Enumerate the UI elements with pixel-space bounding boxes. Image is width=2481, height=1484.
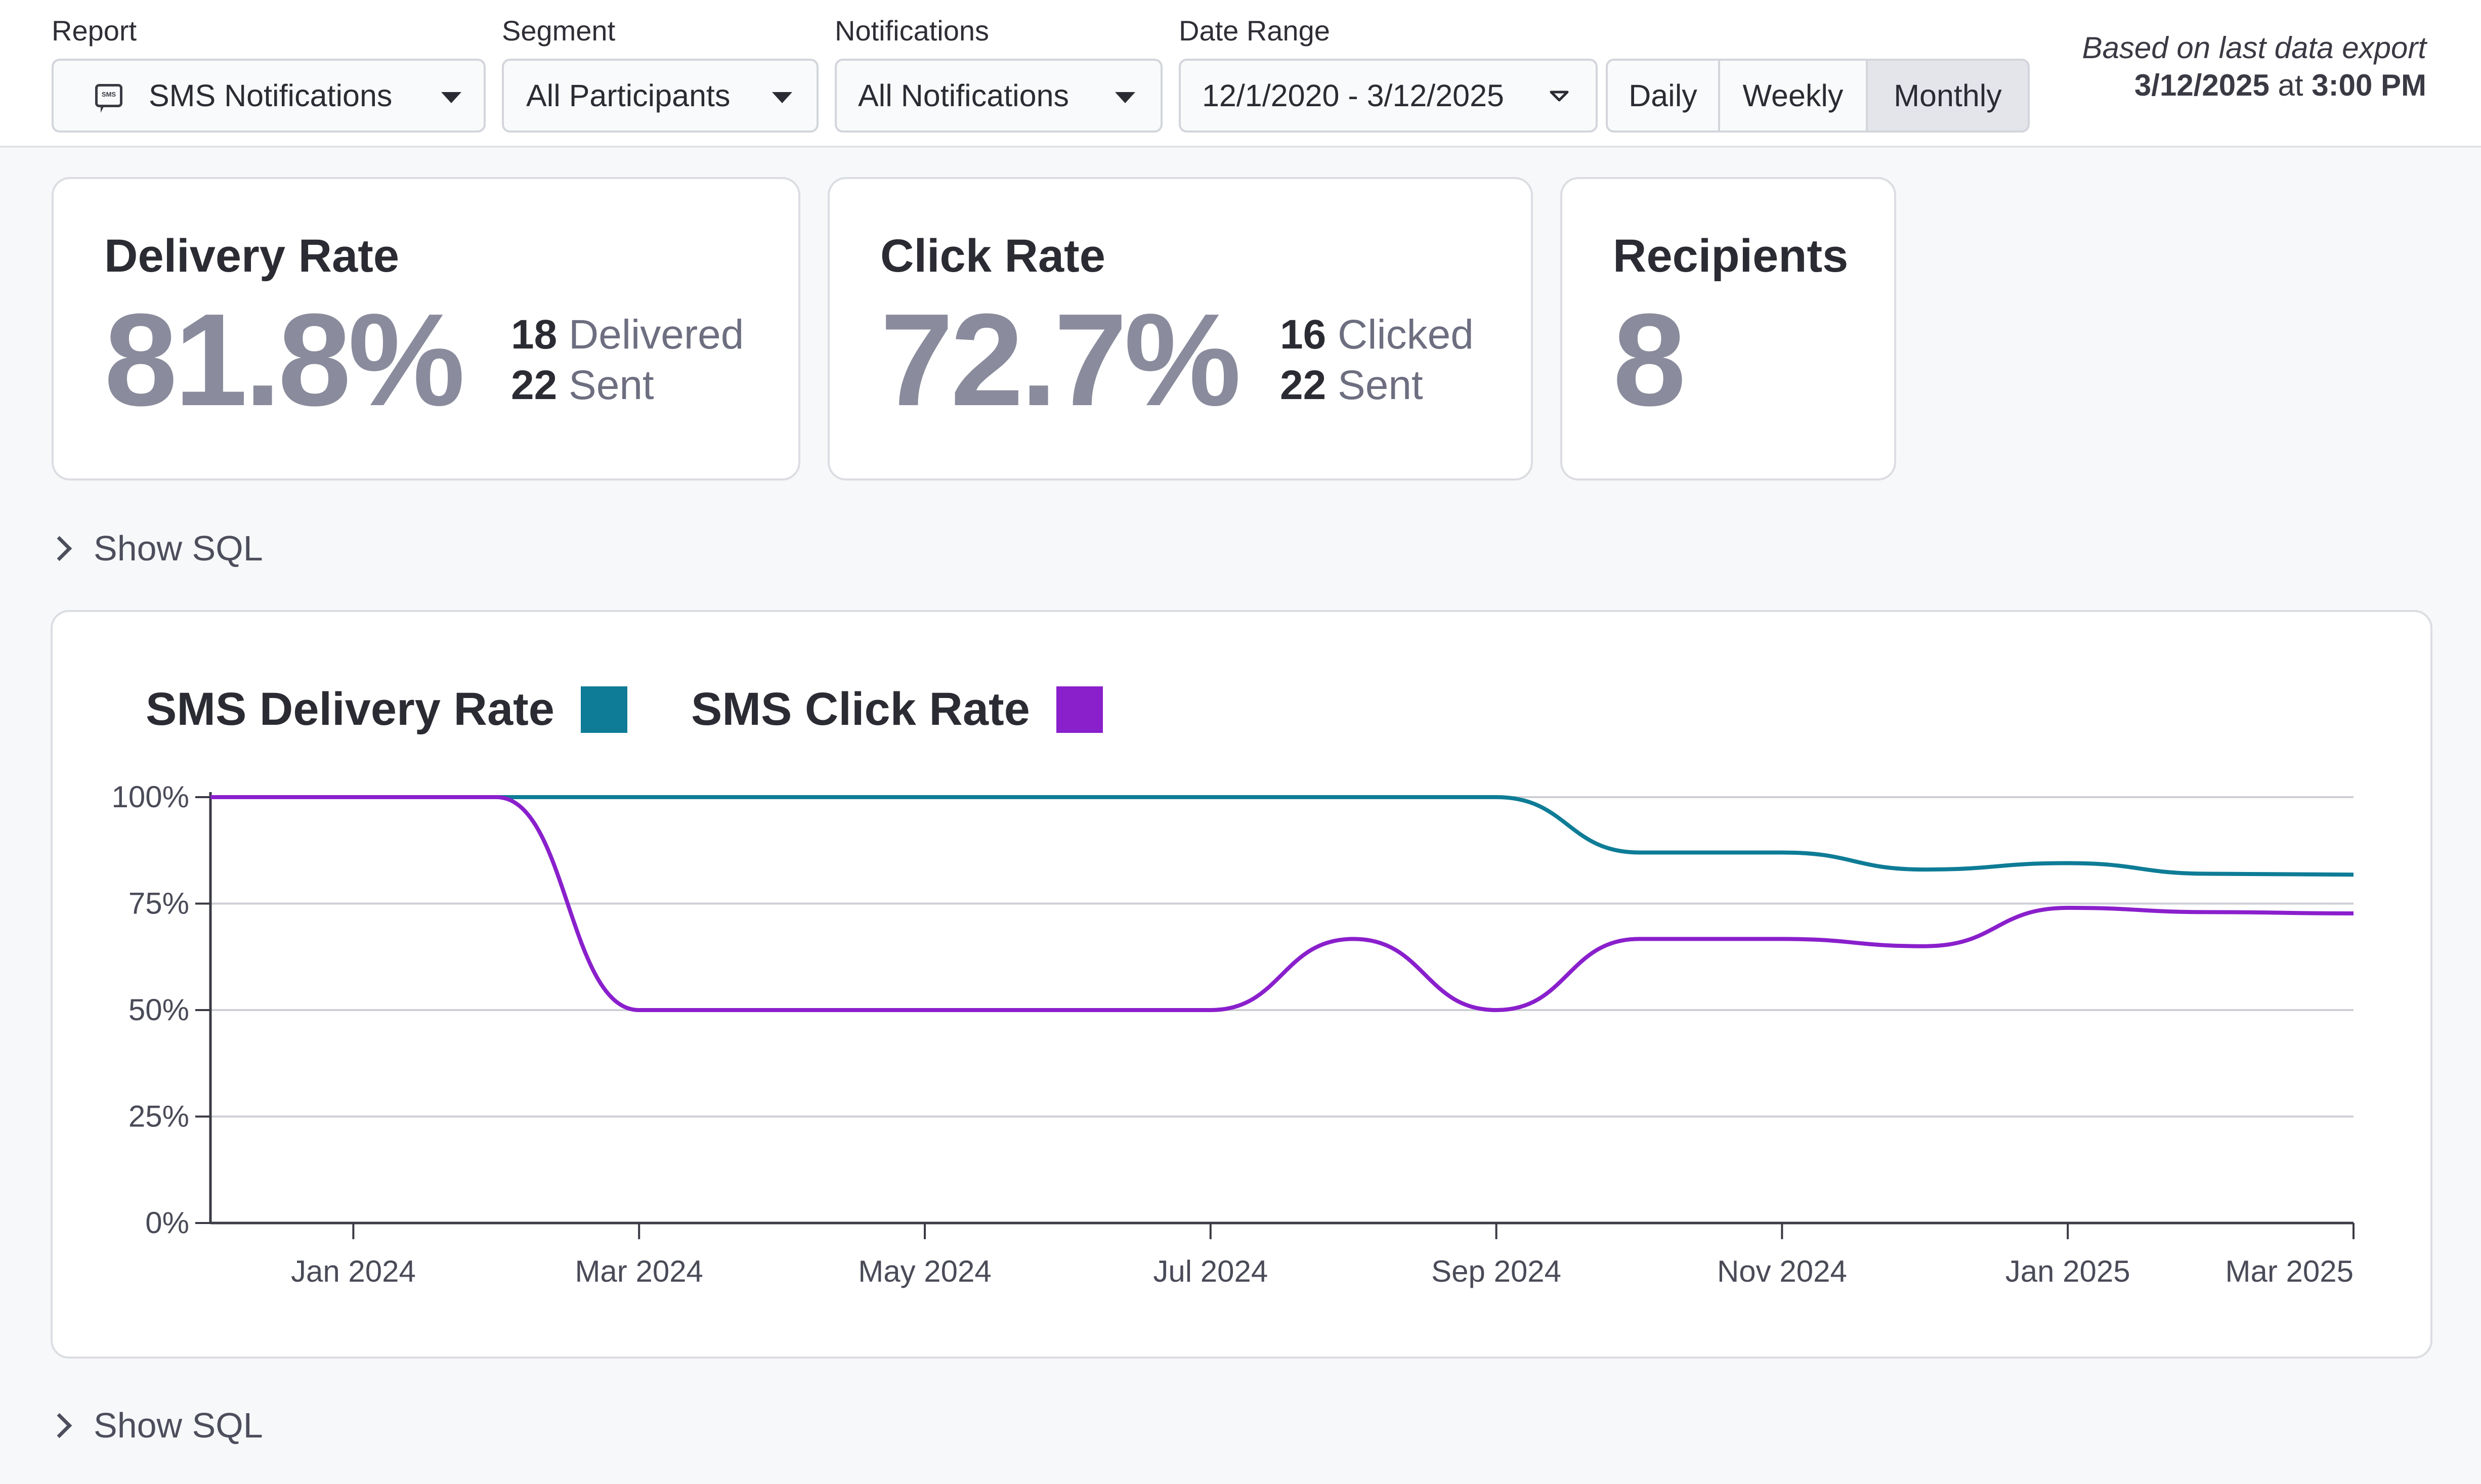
report-value: SMS Notifications xyxy=(149,78,393,113)
sent-label: Sent xyxy=(1338,362,1423,408)
legend-item-delivery[interactable]: SMS Delivery Rate xyxy=(146,683,627,736)
x-tick-label: Jul 2024 xyxy=(1153,1254,1268,1288)
granularity-weekly[interactable]: Weekly xyxy=(1720,61,1868,130)
delivered-label: Delivered xyxy=(569,312,744,358)
show-sql-toggle[interactable]: Show SQL xyxy=(47,528,263,569)
recipients-card: Recipients 8 xyxy=(1560,177,1896,481)
legend-swatch xyxy=(580,686,627,733)
y-tick-label: 25% xyxy=(129,1100,189,1133)
delivered-count: 18 xyxy=(511,312,558,358)
caret-down-icon xyxy=(772,92,792,103)
line-chart: 0% 25% 50% 75% 100% Jan 2024 Mar 2024 May 2024 J… xyxy=(112,780,2355,1288)
segment-value: All Participants xyxy=(526,78,731,113)
chevron-down-icon xyxy=(1550,91,1569,102)
sms-icon: SMS xyxy=(95,84,122,113)
series-line-delivery-rate xyxy=(210,795,2354,877)
show-sql-toggle[interactable]: Show SQL xyxy=(47,1405,263,1446)
date-range-label: Date Range xyxy=(1179,15,1330,47)
segment-dropdown[interactable]: All Participants xyxy=(502,59,819,133)
card-title: Delivery Rate xyxy=(104,230,399,282)
segment-label: Segment xyxy=(502,15,616,47)
legend-label: SMS Delivery Rate xyxy=(146,683,554,735)
export-time: 3:00 PM xyxy=(2312,68,2426,102)
chevron-right-icon xyxy=(47,536,72,561)
notifications-label: Notifications xyxy=(835,15,990,47)
export-at: at xyxy=(2278,68,2303,102)
report-dropdown[interactable]: SMS SMS Notifications xyxy=(52,59,486,133)
notifications-value: All Notifications xyxy=(858,78,1069,113)
y-tick-label: 50% xyxy=(129,993,189,1027)
legend-swatch xyxy=(1056,686,1103,733)
granularity-daily[interactable]: Daily xyxy=(1608,61,1720,130)
y-tick-label: 75% xyxy=(129,887,189,921)
granularity-monthly[interactable]: Monthly xyxy=(1868,61,2028,130)
granularity-toggle: Daily Weekly Monthly xyxy=(1606,59,2030,133)
sent-label: Sent xyxy=(569,362,654,408)
export-note-label: Based on last data export xyxy=(2082,31,2426,65)
notifications-dropdown[interactable]: All Notifications xyxy=(835,59,1163,133)
x-tick-label: Jan 2024 xyxy=(291,1254,416,1288)
clicked-count: 16 xyxy=(1280,312,1327,358)
x-tick-label: Mar 2024 xyxy=(575,1254,703,1288)
data-export-note: Based on last data export 3/12/2025 at 3… xyxy=(2082,29,2426,104)
delivery-rate-breakdown: 18 Delivered 22 Sent xyxy=(511,310,744,411)
recipients-value: 8 xyxy=(1613,287,1686,433)
sent-count: 22 xyxy=(511,362,558,408)
show-sql-label: Show SQL xyxy=(94,529,263,568)
chevron-right-icon xyxy=(47,1413,72,1438)
y-tick-label: 100% xyxy=(112,780,189,814)
click-rate-card: Click Rate 72.7% 16 Clicked 22 Sent xyxy=(828,177,1533,481)
click-rate-breakdown: 16 Clicked 22 Sent xyxy=(1280,310,1474,411)
x-tick-label: Sep 2024 xyxy=(1431,1254,1561,1288)
export-date: 3/12/2025 xyxy=(2134,68,2270,102)
click-rate-value: 72.7% xyxy=(880,287,1241,433)
card-title: Recipients xyxy=(1613,230,1849,282)
caret-down-icon xyxy=(1115,92,1135,103)
report-label: Report xyxy=(52,15,137,47)
delivery-rate-value: 81.8% xyxy=(104,287,465,433)
legend-label: SMS Click Rate xyxy=(691,683,1030,735)
x-tick-label: Jan 2025 xyxy=(2005,1254,2130,1288)
y-tick-label: 0% xyxy=(145,1206,189,1240)
show-sql-label: Show SQL xyxy=(94,1406,263,1445)
x-tick-label: Mar 2025 xyxy=(2226,1254,2354,1288)
date-range-value: 12/1/2020 - 3/12/2025 xyxy=(1202,78,1504,113)
sent-count: 22 xyxy=(1280,362,1327,408)
card-title: Click Rate xyxy=(880,230,1105,282)
legend-item-click[interactable]: SMS Click Rate xyxy=(691,683,1103,736)
x-tick-label: Nov 2024 xyxy=(1717,1254,1847,1288)
series-line-click-rate xyxy=(210,795,2354,1012)
filter-bar: Report SMS SMS Notifications Segment All… xyxy=(0,0,2481,148)
caret-down-icon xyxy=(441,92,461,103)
date-range-dropdown[interactable]: 12/1/2020 - 3/12/2025 xyxy=(1179,59,1598,133)
clicked-label: Clicked xyxy=(1338,312,1474,358)
delivery-rate-card: Delivery Rate 81.8% 18 Delivered 22 Sent xyxy=(52,177,800,481)
chart-card: SMS Delivery Rate SMS Click Rate 0% 25% 50… xyxy=(51,610,2432,1359)
x-tick-label: May 2024 xyxy=(858,1254,992,1288)
